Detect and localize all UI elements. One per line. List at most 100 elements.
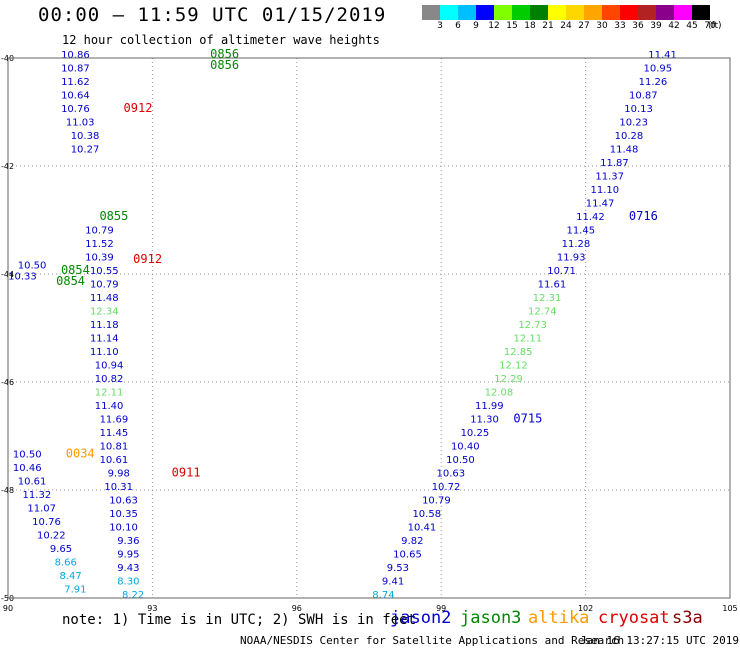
wave-height-label: 10.33 bbox=[8, 271, 37, 282]
x-tick-label: 99 bbox=[436, 604, 446, 613]
wave-height-label: 10.82 bbox=[95, 374, 124, 385]
wave-height-label: 10.13 bbox=[624, 104, 653, 115]
legend-swatch bbox=[656, 5, 674, 20]
satellite-name: cryosat bbox=[598, 608, 670, 628]
legend-swatch bbox=[674, 5, 692, 20]
wave-height-label: 11.03 bbox=[66, 118, 95, 129]
wave-height-label: 11.37 bbox=[595, 172, 624, 183]
wave-height-label: 11.61 bbox=[538, 280, 567, 291]
wave-height-label: 12.08 bbox=[485, 388, 514, 399]
pass-time-label: 0855 bbox=[99, 209, 128, 223]
wave-height-label: 10.63 bbox=[437, 469, 466, 480]
wave-height-label: 10.79 bbox=[90, 280, 119, 291]
legend-swatch bbox=[548, 5, 566, 20]
wave-height-label: 8.74 bbox=[372, 590, 394, 601]
wave-height-label: 10.50 bbox=[446, 455, 475, 466]
pass-time-label: 0854 bbox=[56, 274, 85, 288]
wave-height-label: 9.95 bbox=[117, 550, 139, 561]
pass-time-label: 0912 bbox=[124, 101, 153, 115]
pass-time-label: 0716 bbox=[629, 209, 658, 223]
wave-height-label: 7.91 bbox=[64, 585, 86, 596]
wave-height-label: 11.28 bbox=[562, 239, 591, 250]
x-tick-label: 96 bbox=[292, 604, 302, 613]
wave-height-label: 11.52 bbox=[85, 239, 114, 250]
wave-height-label: 11.26 bbox=[639, 77, 668, 88]
wave-height-label: 12.12 bbox=[499, 361, 528, 372]
wave-height-label: 10.87 bbox=[629, 91, 658, 102]
page-subtitle: 12 hour collection of altimeter wave hei… bbox=[62, 33, 380, 47]
wave-height-label: 11.87 bbox=[600, 158, 629, 169]
wave-height-label: 8.66 bbox=[55, 558, 77, 569]
legend-label: 24 bbox=[560, 21, 572, 31]
wave-height-label: 11.45 bbox=[100, 428, 129, 439]
wave-height-label: 10.23 bbox=[619, 118, 648, 129]
wave-height-label: 12.29 bbox=[494, 374, 523, 385]
legend-label: 18 bbox=[524, 21, 536, 31]
page-title: 00:00 – 11:59 UTC 01/15/2019 bbox=[38, 4, 387, 26]
legend-label: 33 bbox=[614, 21, 626, 31]
plot-frame bbox=[7, 57, 731, 599]
wave-height-label: 11.18 bbox=[90, 320, 119, 331]
satellite-name: jason2 bbox=[390, 608, 452, 628]
wave-height-label: 9.98 bbox=[108, 469, 130, 480]
pass-time-label: 0911 bbox=[172, 466, 201, 480]
x-tick-label: 105 bbox=[722, 604, 737, 613]
legend-label: 3 bbox=[437, 21, 443, 31]
note-text: note: 1) Time is in UTC; 2) SWH is in fe… bbox=[62, 612, 417, 628]
color-legend bbox=[422, 5, 710, 20]
wave-height-label: 12.31 bbox=[533, 293, 562, 304]
wave-height-label: 11.30 bbox=[470, 415, 499, 426]
legend-label: 39 bbox=[650, 21, 662, 31]
wave-height-label: 10.38 bbox=[71, 131, 100, 142]
x-tick-label: 90 bbox=[3, 604, 13, 613]
legend-label: 6 bbox=[455, 21, 461, 31]
wave-height-label: 9.53 bbox=[387, 563, 409, 574]
wave-height-label: 9.43 bbox=[117, 563, 139, 574]
legend-swatch bbox=[512, 5, 530, 20]
wave-height-label: 8.30 bbox=[117, 577, 139, 588]
wave-height-label: 9.36 bbox=[117, 536, 139, 547]
wave-height-label: 12.34 bbox=[90, 307, 119, 318]
legend-label: 21 bbox=[542, 21, 554, 31]
legend-label: 15 bbox=[506, 21, 518, 31]
wave-height-label: 11.42 bbox=[576, 212, 605, 223]
pass-time-label: 0715 bbox=[513, 412, 542, 426]
footer-timestamp: Jan 16 13:27:15 UTC 2019 bbox=[580, 634, 739, 647]
wave-height-label: 10.31 bbox=[104, 482, 133, 493]
wave-height-label: 10.50 bbox=[18, 261, 47, 272]
wave-height-label: 11.48 bbox=[90, 293, 119, 304]
legend-label: 36 bbox=[632, 21, 644, 31]
wave-height-label: 10.58 bbox=[412, 509, 441, 520]
wave-height-label: 10.65 bbox=[393, 550, 422, 561]
wave-height-label: 11.40 bbox=[95, 401, 124, 412]
wave-height-label: 10.71 bbox=[547, 266, 576, 277]
wave-height-label: 10.79 bbox=[85, 226, 114, 237]
wave-height-label: 8.22 bbox=[122, 590, 144, 601]
satellite-name: jason3 bbox=[460, 608, 522, 628]
wave-height-label: 10.22 bbox=[37, 531, 66, 542]
wave-height-label: 10.76 bbox=[61, 104, 90, 115]
satellite-name: altika bbox=[528, 608, 590, 628]
wave-height-label: 11.41 bbox=[648, 50, 677, 61]
wave-height-label: 10.55 bbox=[90, 266, 119, 277]
wave-height-label: 10.40 bbox=[451, 442, 480, 453]
x-tick-label: 93 bbox=[147, 604, 157, 613]
wave-height-label: 11.07 bbox=[27, 504, 56, 515]
legend-swatch bbox=[566, 5, 584, 20]
wave-height-label: 10.61 bbox=[100, 455, 129, 466]
wave-height-label: 11.69 bbox=[100, 415, 129, 426]
legend-swatch bbox=[584, 5, 602, 20]
footer-credit: NOAA/NESDIS Center for Satellite Applica… bbox=[240, 634, 625, 647]
wave-height-label: 11.47 bbox=[586, 199, 615, 210]
legend-label: 42 bbox=[668, 21, 680, 31]
wave-height-label: 12.11 bbox=[514, 334, 543, 345]
wave-height-label: 11.45 bbox=[566, 226, 595, 237]
legend-swatch bbox=[638, 5, 656, 20]
legend-swatch bbox=[692, 5, 710, 20]
wave-height-label: 11.32 bbox=[23, 490, 52, 501]
legend-label: 70 bbox=[704, 21, 716, 31]
legend-unit: (ft) bbox=[708, 21, 722, 31]
pass-time-label: 0854 bbox=[61, 263, 90, 277]
legend-label: 12 bbox=[488, 21, 500, 31]
